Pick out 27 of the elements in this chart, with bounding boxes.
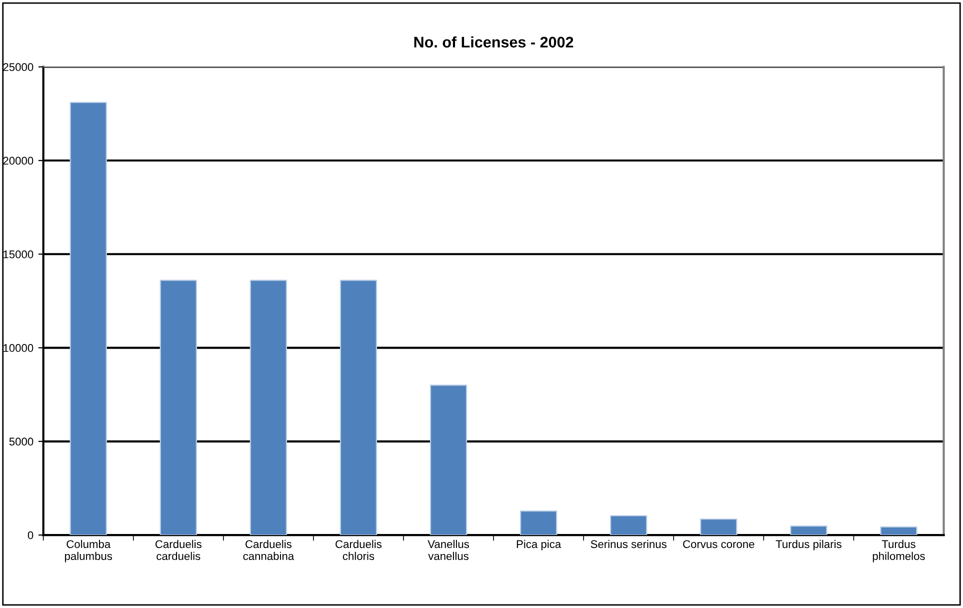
x-tick-label: Columba palumbus [64,540,112,562]
x-tick-label: Carduelis carduelis [155,540,202,560]
y-tick-label: 25000 [3,63,34,72]
bar [880,526,918,536]
bar [790,525,828,536]
x-tick-label: Turdus philomelos [872,540,925,562]
x-tick-label: Pica pica [516,540,562,550]
x-tick-label: Corvus corone [683,540,754,548]
x-tick-label: Turdus pilaris [776,540,842,550]
y-tick-label: 5000 [9,438,34,446]
y-tick-label: 0 [28,531,34,540]
bar [610,515,648,536]
bar [430,384,468,536]
y-tick-label: 15000 [4,250,34,258]
bar [250,280,287,536]
x-tick-label: Carduelis cannabina [243,540,294,560]
bar [520,510,558,536]
y-tick-label: 20000 [3,156,34,165]
chart-title: No. of Licenses - 2002 [414,36,574,48]
y-tick-label: 10000 [4,344,34,352]
bar [700,518,738,536]
x-tick-label: Vanellus vanellus [428,540,470,560]
bar [70,102,107,536]
bar [340,280,378,536]
bar [160,280,197,536]
x-tick-label: Serinus serinus [590,540,666,548]
x-tick-label: Carduelis chloris [336,540,382,560]
